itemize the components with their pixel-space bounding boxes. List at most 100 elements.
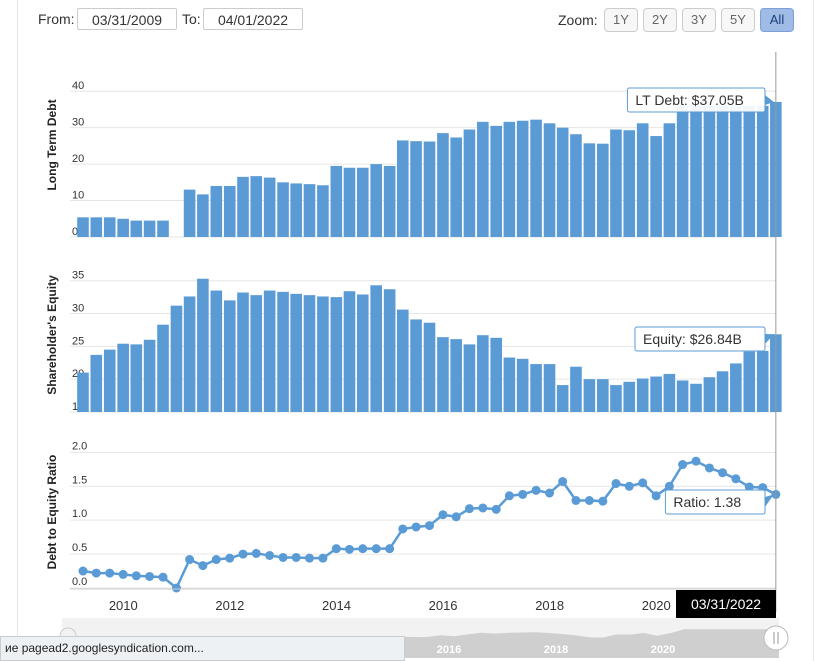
equity-bar (490, 337, 503, 412)
ratio-point (731, 474, 741, 484)
equity-bar (623, 381, 636, 412)
ratio-point (185, 555, 195, 565)
x-axis: 2010 2012 2014 2016 2018 2020 (70, 588, 776, 613)
ratio-point (704, 463, 714, 473)
from-label: From: (38, 11, 75, 27)
debt-bar (343, 167, 356, 237)
ratio-ytick-label: 2.0 (72, 440, 87, 452)
crosshair-overlay: LT Debt: $37.05B Equity: $26.84B Ratio: 1.… (626, 52, 777, 618)
equity-bar (597, 379, 609, 412)
equity-bar (743, 351, 756, 412)
equity-bar (503, 357, 516, 412)
x-tick-label: 2020 (642, 598, 671, 613)
equity-bar (396, 309, 409, 412)
x-tick-label: 2018 (535, 598, 564, 613)
debt-bar (117, 218, 129, 237)
ratio-point (744, 482, 754, 492)
debt-bar (516, 120, 529, 237)
zoom-2y-button[interactable]: 2Y (643, 8, 677, 32)
debt-bar (716, 105, 729, 237)
equity-bar (650, 376, 662, 412)
ratio-point (251, 548, 261, 558)
debt-bar (503, 121, 516, 237)
equity-bar (530, 364, 542, 412)
equity-ytick-label: 35 (72, 270, 84, 282)
zoom-label: Zoom: (558, 12, 598, 28)
debt-tooltip-pointer (765, 95, 774, 105)
ratio-point (464, 504, 474, 514)
debt-bar (423, 141, 436, 237)
ratio-point (424, 521, 434, 531)
equity-bar (263, 290, 276, 412)
ratio-point (504, 491, 514, 501)
ratio-ytick-label: 0.0 (72, 576, 87, 588)
debt-bar (730, 105, 742, 237)
ratio-axis-title: Debt to Equity Ratio (45, 455, 59, 570)
debt-bar (157, 220, 169, 237)
browser-status-bar: ие pagead2.googlesyndication.com... (0, 636, 405, 661)
navigator-year-2016: 2016 (437, 644, 461, 656)
equity-bar (130, 344, 143, 412)
debt-bar (330, 165, 343, 237)
debt-bar (623, 130, 636, 237)
date-badge (676, 590, 776, 618)
zoom-3y-button[interactable]: 3Y (682, 8, 716, 32)
equity-bar (583, 379, 596, 412)
debt-bar (383, 165, 396, 237)
zoom-1y-button[interactable]: 1Y (604, 8, 638, 32)
ratio-point (265, 550, 275, 560)
debt-bar (223, 185, 236, 237)
ratio-ytick-label: 1.5 (72, 474, 87, 486)
from-date-input[interactable]: 03/31/2009 (77, 8, 177, 30)
equity-bar (383, 289, 396, 412)
debt-bar (756, 105, 769, 237)
debt-bar (690, 105, 702, 237)
equity-bar (477, 335, 489, 412)
ratio-point (171, 583, 181, 593)
equity-bar (756, 350, 769, 412)
equity-bar (730, 363, 742, 412)
equity-bar (77, 372, 89, 412)
ratio-point (398, 524, 408, 534)
navigator-right-handle[interactable] (763, 625, 789, 651)
x-tick-label: 2010 (109, 598, 138, 613)
debt-bar (303, 184, 316, 237)
debt-bar (703, 105, 716, 237)
equity-bar (463, 344, 476, 412)
navigator-year-2020: 2020 (651, 644, 675, 656)
ratio-point (344, 544, 354, 554)
debt-bar (663, 123, 676, 237)
debt-ytick-label: 30 (72, 117, 84, 129)
ratio-point (558, 477, 568, 487)
ratio-point (131, 571, 141, 581)
equity-bar (516, 358, 529, 412)
equity-bar (410, 319, 422, 412)
ratio-point (411, 522, 421, 532)
zoom-5y-button[interactable]: 5Y (721, 8, 755, 32)
equity-bar (90, 354, 103, 412)
ratio-tooltip-text: Ratio: 1.38 (673, 494, 741, 510)
debt-bar (356, 167, 369, 237)
equity-bar (716, 371, 729, 412)
equity-bar (370, 285, 383, 412)
ratio-ytick-label: 0.5 (72, 542, 87, 554)
ratio-point (278, 552, 288, 562)
ratio-point (478, 503, 488, 513)
debt-bar (290, 183, 302, 237)
zoom-all-button[interactable]: All (760, 8, 794, 32)
debt-axis-title: Long Term Debt (45, 99, 59, 190)
equity-bar (703, 377, 716, 412)
debt-bar (556, 127, 569, 237)
debt-ytick-label: 0 (72, 226, 78, 238)
equity-bar (290, 293, 302, 412)
ratio-point (451, 512, 461, 522)
ratio-ytick-label: 1.0 (72, 508, 87, 520)
debt-ytick-label: 10 (72, 190, 84, 202)
debt-bar (237, 176, 249, 237)
ratio-point (518, 489, 528, 499)
equity-bar (317, 296, 329, 412)
debt-ytick-label: 40 (72, 80, 84, 92)
debt-bar (530, 119, 542, 237)
equity-ytick-label: 30 (72, 303, 84, 315)
to-date-input[interactable]: 04/01/2022 (203, 8, 303, 30)
